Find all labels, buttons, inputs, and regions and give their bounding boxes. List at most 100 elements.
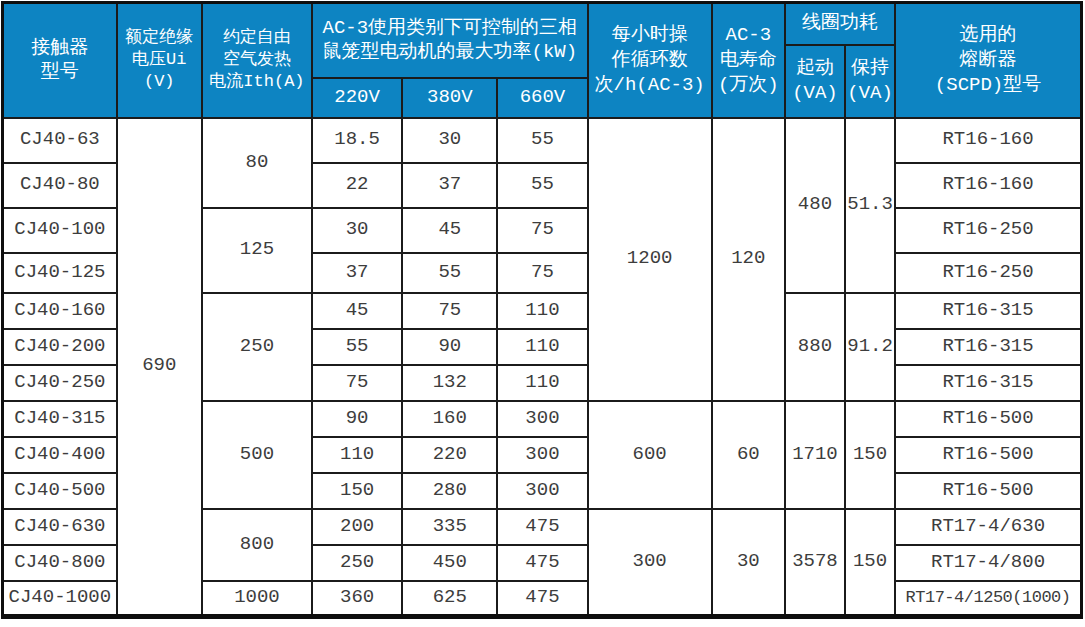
cell-power-660: 300 [497,473,587,509]
cell-fuse: RT16-160 [895,118,1081,163]
cell-power-380: 30 [402,118,497,163]
cell-coil-start: 880 [785,293,845,401]
header-660v: 660V [497,78,587,118]
cell-power-660: 300 [497,401,587,437]
cell-power-380: 335 [402,509,497,545]
cell-cycles: 1200 [588,118,712,401]
cell-model: CJ40-200 [3,329,117,365]
cell-cycles: 300 [588,509,712,617]
cell-power-380: 450 [402,545,497,581]
cell-power-380: 45 [402,208,497,253]
cell-model: CJ40-1000 [3,581,117,617]
cell-model: CJ40-125 [3,253,117,293]
cell-power-220: 45 [312,293,402,329]
header-coil-start: 起动 (VA) [785,45,845,118]
cell-fuse: RT16-250 [895,208,1081,253]
table-body: CJ40-63 690 80 18.5 30 55 1200 120 480 5… [3,118,1082,617]
cell-ith: 500 [202,401,312,509]
cell-power-660: 75 [497,208,587,253]
cell-coil-hold: 150 [845,401,895,509]
header-contactor-model: 接触器 型号 [3,3,117,118]
cell-ith: 250 [202,293,312,401]
cell-power-380: 37 [402,163,497,208]
cell-power-380: 280 [402,473,497,509]
cell-coil-hold: 150 [845,509,895,617]
cell-power-220: 22 [312,163,402,208]
cell-fuse: RT16-315 [895,365,1081,401]
cell-power-660: 55 [497,118,587,163]
cell-power-660: 110 [497,329,587,365]
header-electrical-life: AC-3 电寿命 (万次) [712,3,785,118]
cell-power-660: 300 [497,437,587,473]
cell-cycles: 600 [588,401,712,509]
cell-power-220: 110 [312,437,402,473]
cell-power-380: 90 [402,329,497,365]
cell-model: CJ40-500 [3,473,117,509]
header-fuse-type: 选用的 熔断器 (SCPD)型号 [895,3,1081,118]
header-power-group: AC-3使用类别下可控制的三相 鼠笼型电动机的最大功率(kW) [312,3,588,78]
cell-fuse: RT16-500 [895,401,1081,437]
cell-power-380: 132 [402,365,497,401]
cell-fuse: RT17-4/1250(1000) [895,581,1081,617]
cell-power-220: 250 [312,545,402,581]
cell-power-660: 475 [497,509,587,545]
header-row-1: 接触器 型号 额定绝缘 电压Ui (V) 约定自由 空气发热 电流Ith(A) … [3,3,1082,45]
cell-fuse: RT16-315 [895,329,1081,365]
cell-model: CJ40-160 [3,293,117,329]
cell-fuse: RT16-500 [895,473,1081,509]
cell-coil-hold: 51.3 [845,118,895,293]
cell-power-660: 475 [497,581,587,617]
cell-fuse: RT16-500 [895,437,1081,473]
cell-coil-start: 3578 [785,509,845,617]
cell-model: CJ40-100 [3,208,117,253]
cell-power-380: 75 [402,293,497,329]
cell-power-660: 75 [497,253,587,293]
cell-power-660: 110 [497,293,587,329]
cell-model: CJ40-400 [3,437,117,473]
cell-fuse: RT16-315 [895,293,1081,329]
cell-life: 30 [712,509,785,617]
cell-life: 120 [712,118,785,401]
page: 接触器 型号 额定绝缘 电压Ui (V) 约定自由 空气发热 电流Ith(A) … [0,0,1085,627]
cell-power-660: 55 [497,163,587,208]
cell-insulation-voltage: 690 [117,118,202,617]
header-coil-hold: 保持 (VA) [845,45,895,118]
table-row: CJ40-63 690 80 18.5 30 55 1200 120 480 5… [3,118,1082,163]
cell-power-380: 160 [402,401,497,437]
cell-ith: 125 [202,208,312,293]
cell-ith: 80 [202,118,312,208]
cell-fuse: RT17-4/630 [895,509,1081,545]
cell-model: CJ40-630 [3,509,117,545]
cell-power-220: 75 [312,365,402,401]
header-coil-power-group: 线圈功耗 [785,3,895,45]
cell-fuse: RT16-250 [895,253,1081,293]
cell-model: CJ40-250 [3,365,117,401]
header-insulation-voltage: 额定绝缘 电压Ui (V) [117,3,202,118]
cell-power-380: 55 [402,253,497,293]
cell-power-220: 150 [312,473,402,509]
cell-power-220: 90 [312,401,402,437]
cell-coil-start: 1710 [785,401,845,509]
cell-model: CJ40-63 [3,118,117,163]
cell-power-220: 18.5 [312,118,402,163]
cell-power-380: 625 [402,581,497,617]
header-thermal-current: 约定自由 空气发热 电流Ith(A) [202,3,312,118]
cell-power-220: 30 [312,208,402,253]
cell-coil-start: 480 [785,118,845,293]
cell-model: CJ40-800 [3,545,117,581]
cell-power-220: 37 [312,253,402,293]
contactor-spec-table: 接触器 型号 额定绝缘 电压Ui (V) 约定自由 空气发热 电流Ith(A) … [1,1,1083,619]
cell-fuse: RT16-160 [895,163,1081,208]
cell-power-220: 360 [312,581,402,617]
cell-power-660: 110 [497,365,587,401]
cell-power-220: 55 [312,329,402,365]
header-operating-cycles: 每小时操 作循环数 次/h(AC-3) [588,3,712,118]
table-header: 接触器 型号 额定绝缘 电压Ui (V) 约定自由 空气发热 电流Ith(A) … [3,3,1082,118]
cell-power-220: 200 [312,509,402,545]
header-220v: 220V [312,78,402,118]
cell-ith: 1000 [202,581,312,617]
header-380v: 380V [402,78,497,118]
cell-model: CJ40-315 [3,401,117,437]
cell-coil-hold: 91.2 [845,293,895,401]
cell-fuse: RT17-4/800 [895,545,1081,581]
